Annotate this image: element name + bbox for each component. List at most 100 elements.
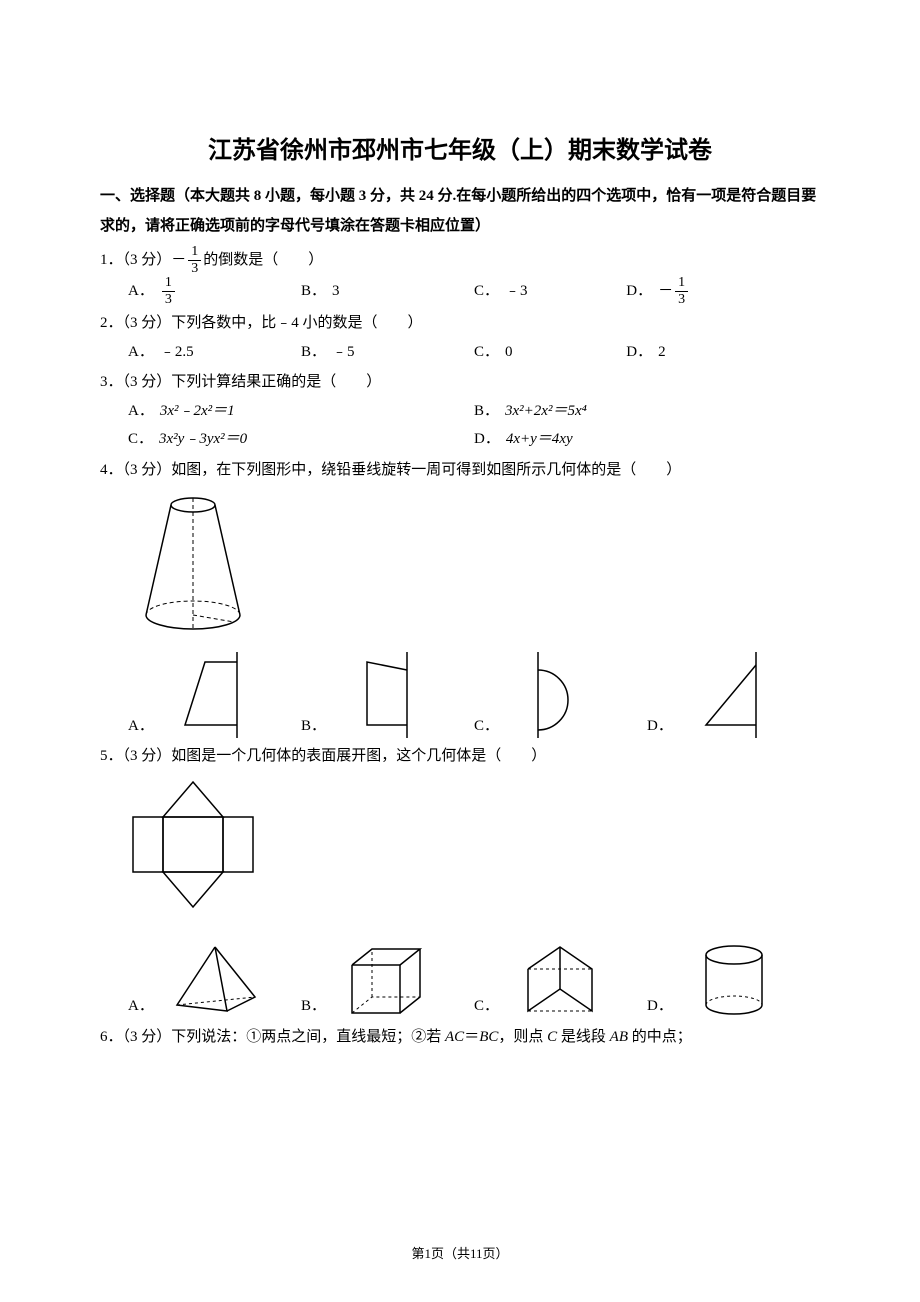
q4-options: A． B． C．	[128, 650, 820, 740]
q1-stem-pre: 1．（3 分）－	[100, 246, 186, 275]
q5-a-label: A．	[128, 992, 154, 1021]
q3-opt-c: C．3x²y﹣3yx²＝0	[128, 425, 474, 454]
opt-label-b: B．	[301, 277, 326, 306]
question-6: 6．（3 分）下列说法：①两点之间，直线最短；②若 AC＝BC，则点 C 是线段…	[100, 1023, 820, 1052]
q1-frac-num: 1	[188, 245, 201, 261]
q4-opt-b: B．	[301, 650, 474, 740]
question-3: 3．（3 分）下列计算结果正确的是（ ） A．3x²﹣2x²＝1 B．3x²+2…	[100, 368, 820, 454]
question-2: 2．（3 分）下列各数中，比﹣4 小的数是（ ） A．﹣2.5 B．﹣5 C．0…	[100, 309, 820, 366]
q1-d-den: 3	[675, 292, 688, 307]
q2-a-val: ﹣2.5	[160, 338, 194, 367]
exam-page: 江苏省徐州市邳州市七年级（上）期末数学试卷 一、选择题（本大题共 8 小题，每小…	[0, 0, 920, 1302]
q1-d-pre: －	[658, 277, 673, 306]
q2-options: A．﹣2.5 B．﹣5 C．0 D．2	[128, 338, 820, 367]
q6-bc: BC	[479, 1029, 498, 1045]
q6-stem-4: 的中点；	[628, 1029, 692, 1045]
q3-d-val: 4x+y＝4xy	[506, 425, 573, 454]
q4-opt-a: A．	[128, 650, 301, 740]
q1-frac-den: 3	[188, 261, 201, 276]
q4-opt-d: D．	[647, 650, 820, 740]
q2-d-label: D．	[626, 338, 652, 367]
q3-c-label: C．	[128, 425, 153, 454]
q4-a-label: A．	[128, 712, 154, 741]
q4-stem: 4．（3 分）如图，在下列图形中，绕铅垂线旋转一周可得到如图所示几何体的是（ ）	[100, 456, 820, 485]
q1-b-val: 3	[332, 277, 340, 306]
question-5: 5．（3 分）如图是一个几何体的表面展开图，这个几何体是（ ） A．	[100, 742, 820, 1021]
q2-opt-b: B．﹣5	[301, 338, 474, 367]
q6-c: C	[547, 1029, 557, 1045]
q1-options: A． 1 3 B． 3 C． ﹣3 D． － 1 3	[128, 276, 820, 307]
prism-icon	[505, 931, 615, 1021]
q2-c-label: C．	[474, 338, 499, 367]
q2-d-val: 2	[658, 338, 666, 367]
q6-ab: AB	[610, 1029, 628, 1045]
q4-d-label: D．	[647, 712, 673, 741]
footer-post: 页）	[483, 1246, 509, 1261]
q1-a-den: 3	[162, 292, 175, 307]
page-footer: 第1页（共11页）	[0, 1243, 920, 1262]
q2-stem: 2．（3 分）下列各数中，比﹣4 小的数是（ ）	[100, 309, 820, 338]
question-1: 1．（3 分）－ 1 3 的倒数是（ ） A． 1 3 B． 3 C． ﹣3	[100, 245, 820, 307]
trapezoid-left-icon	[160, 650, 270, 740]
q1-d-frac: 1 3	[675, 276, 688, 307]
q3-opt-b: B．3x²+2x²＝5x⁴	[474, 397, 820, 426]
q2-c-val: 0	[505, 338, 513, 367]
cube-icon	[332, 931, 442, 1021]
q2-b-val: ﹣5	[332, 338, 355, 367]
cylinder-icon	[679, 931, 789, 1021]
q3-options-1: A．3x²﹣2x²＝1 B．3x²+2x²＝5x⁴	[128, 397, 820, 426]
q5-opt-c: C．	[474, 931, 647, 1021]
q4-b-label: B．	[301, 712, 326, 741]
q2-b-label: B．	[301, 338, 326, 367]
q5-stem: 5．（3 分）如图是一个几何体的表面展开图，这个几何体是（ ）	[100, 742, 820, 771]
q5-opt-a: A．	[128, 931, 301, 1021]
q3-opt-d: D．4x+y＝4xy	[474, 425, 820, 454]
q6-stem-1: 6．（3 分）下列说法：①两点之间，直线最短；②若	[100, 1029, 445, 1045]
opt-label-c: C．	[474, 277, 499, 306]
q4-figure	[128, 490, 820, 640]
q1-stem: 1．（3 分）－ 1 3 的倒数是（ ）	[100, 245, 820, 276]
q5-opt-b: B．	[301, 931, 474, 1021]
q5-c-label: C．	[474, 992, 499, 1021]
q1-opt-b: B． 3	[301, 276, 474, 307]
opt-label-a: A．	[128, 277, 154, 306]
q3-b-val: 3x²+2x²＝5x⁴	[505, 397, 587, 426]
q6-ac: AC	[445, 1029, 464, 1045]
q3-c-val: 3x²y﹣3yx²＝0	[159, 425, 247, 454]
q4-opt-c: C．	[474, 650, 647, 740]
exam-title: 江苏省徐州市邳州市七年级（上）期末数学试卷	[100, 130, 820, 165]
q6-eq: ＝	[464, 1029, 479, 1045]
q1-a-frac: 1 3	[162, 276, 175, 307]
q2-a-label: A．	[128, 338, 154, 367]
semicircle-icon	[505, 650, 615, 740]
q3-stem: 3．（3 分）下列计算结果正确的是（ ）	[100, 368, 820, 397]
pyramid-icon	[160, 931, 270, 1021]
q3-opt-a: A．3x²﹣2x²＝1	[128, 397, 474, 426]
q5-opt-d: D．	[647, 931, 820, 1021]
q3-a-val: 3x²﹣2x²＝1	[160, 397, 235, 426]
q4-c-label: C．	[474, 712, 499, 741]
q2-opt-d: D．2	[626, 338, 799, 367]
opt-label-d: D．	[626, 277, 652, 306]
q1-a-num: 1	[162, 276, 175, 292]
q6-stem-2: ，则点	[498, 1029, 547, 1045]
q3-d-label: D．	[474, 425, 500, 454]
q1-opt-a: A． 1 3	[128, 276, 301, 307]
frustum-icon	[128, 490, 258, 640]
q6-stem-3: 是线段	[557, 1029, 610, 1045]
q3-options-2: C．3x²y﹣3yx²＝0 D．4x+y＝4xy	[128, 425, 820, 454]
q2-opt-a: A．﹣2.5	[128, 338, 301, 367]
q5-d-label: D．	[647, 992, 673, 1021]
q2-opt-c: C．0	[474, 338, 626, 367]
q1-c-val: ﹣3	[505, 277, 528, 306]
q5-b-label: B．	[301, 992, 326, 1021]
question-4: 4．（3 分）如图，在下列图形中，绕铅垂线旋转一周可得到如图所示几何体的是（ ）…	[100, 456, 820, 741]
q1-d-num: 1	[675, 276, 688, 292]
q5-figure	[128, 777, 820, 927]
triangle-icon	[679, 650, 789, 740]
q3-b-label: B．	[474, 397, 499, 426]
q1-opt-d: D． － 1 3	[626, 276, 799, 307]
q3-a-label: A．	[128, 397, 154, 426]
q1-stem-post: 的倒数是（ ）	[203, 246, 323, 275]
footer-pre: 第	[411, 1246, 424, 1261]
